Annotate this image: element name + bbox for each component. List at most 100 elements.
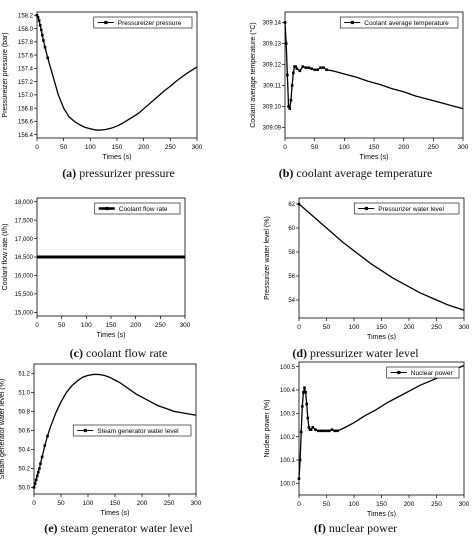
caption-d: (d) pressurizer water level xyxy=(292,346,419,360)
data-point xyxy=(34,478,38,482)
x-axis-label: Times (s) xyxy=(367,511,396,517)
x-tick-label: 150 xyxy=(376,501,387,508)
x-tick-label: 300 xyxy=(180,322,191,329)
x-tick-label: 50 xyxy=(323,501,331,508)
x-tick-label: 50 xyxy=(60,144,68,151)
data-point xyxy=(309,428,313,431)
caption-c: (c) coolant flow rate xyxy=(69,346,168,360)
chart-nuclear-power: 0 50 100 150 200 250 300 100.0 100.1 100.2 100.3 10… xyxy=(264,361,470,517)
x-tick-label: 100 xyxy=(349,501,360,508)
legend-box xyxy=(353,202,460,215)
x-tick-label: 200 xyxy=(137,500,148,507)
x-tick-label: 150 xyxy=(110,500,121,507)
x-axis-label: Times (s) xyxy=(103,154,132,161)
data-point xyxy=(305,402,308,406)
x-tick-label: 250 xyxy=(431,501,442,508)
data-point xyxy=(41,33,44,37)
plot-frame xyxy=(36,11,198,139)
data-point xyxy=(37,470,40,474)
data-point xyxy=(295,67,299,70)
x-tick-label: 0 xyxy=(35,144,39,151)
legend-label: Nuclear power xyxy=(411,370,454,377)
y-tick-label: 100.3 xyxy=(280,412,296,418)
x-tick-label: 300 xyxy=(458,144,469,151)
data-point xyxy=(301,405,304,408)
data-point xyxy=(46,434,49,438)
y-axis-label: Pressureizer pressure (bar) xyxy=(2,32,9,117)
data-point xyxy=(43,45,47,49)
x-tick-label: 200 xyxy=(404,324,415,331)
data-point xyxy=(46,56,49,60)
y-tick-label: 16,000 xyxy=(15,274,34,280)
y-tick-label: 60 xyxy=(288,226,295,232)
y-tick-label: 157.0 xyxy=(18,93,34,99)
x-tick-label: 50 xyxy=(57,500,65,507)
data-point xyxy=(304,66,308,69)
data-point xyxy=(313,68,316,72)
y-tick-label: 62 xyxy=(288,202,295,208)
y-tick-label: 15,500 xyxy=(15,292,34,298)
y-axis-label: Pressurizer water level (%) xyxy=(264,216,271,300)
series-line xyxy=(284,22,464,110)
y-tick-label: 51.0 xyxy=(18,391,30,397)
data-point xyxy=(298,69,302,73)
x-tick-label: 0 xyxy=(297,324,301,331)
y-tick-label: 18,000 xyxy=(15,200,34,206)
legend-label: Steam generator water level xyxy=(97,428,179,435)
x-tick-label: 300 xyxy=(191,500,202,507)
x-tick-label: 100 xyxy=(81,322,92,329)
y-tick-label: 58 xyxy=(288,250,295,256)
y-axis-label: Coolant flow rate (t/h) xyxy=(2,224,9,291)
data-point xyxy=(286,73,289,77)
y-tick-label: 17,500 xyxy=(15,218,34,224)
y-tick-label: 158.2 xyxy=(18,14,34,20)
x-tick-label: 250 xyxy=(165,144,176,151)
y-tick-label: 51.2 xyxy=(18,372,30,378)
x-tick-label: 0 xyxy=(32,500,36,507)
x-tick-label: 250 xyxy=(428,144,439,151)
y-tick-label: 100.1 xyxy=(280,458,296,464)
data-point xyxy=(297,202,301,206)
y-tick-label: 156.8 xyxy=(18,106,34,112)
data-point xyxy=(306,416,310,420)
legend-box xyxy=(72,424,192,437)
data-point xyxy=(283,21,287,24)
x-tick-label: 200 xyxy=(138,144,149,151)
series-line xyxy=(298,364,465,479)
data-point xyxy=(307,66,311,69)
data-point xyxy=(289,98,293,102)
data-point xyxy=(302,391,305,394)
data-point xyxy=(298,458,302,462)
x-axis-label: Times (s) xyxy=(360,154,389,161)
y-tick-label: 100.2 xyxy=(280,435,296,441)
x-tick-label: 50 xyxy=(58,322,66,329)
data-point xyxy=(290,84,294,87)
data-point xyxy=(287,105,290,108)
legend-box xyxy=(94,202,181,215)
caption-b: (b) coolant average temperature xyxy=(278,166,433,180)
x-axis-label: Times (s) xyxy=(367,334,396,340)
data-point xyxy=(311,426,315,429)
x-tick-label: 300 xyxy=(459,324,470,331)
data-point xyxy=(319,429,323,433)
plot-frame xyxy=(298,197,465,319)
data-point xyxy=(316,429,320,433)
y-tick-label: 100.4 xyxy=(280,388,296,394)
y-tick-label: 16,500 xyxy=(15,255,34,261)
y-tick-label: 309.13 xyxy=(263,42,282,48)
legend-marker xyxy=(104,20,108,25)
plot-frame xyxy=(284,11,464,139)
data-point xyxy=(39,28,43,32)
y-tick-label: 17,000 xyxy=(15,237,34,243)
legend-box xyxy=(339,16,459,29)
x-tick-label: 150 xyxy=(112,144,123,151)
x-tick-label: 250 xyxy=(164,500,175,507)
data-point xyxy=(325,68,328,72)
y-axis-label: Nuclear power (%) xyxy=(264,400,271,458)
x-tick-label: 150 xyxy=(376,324,387,331)
y-tick-label: 56 xyxy=(288,274,295,280)
plot-frame xyxy=(298,361,465,496)
data-point xyxy=(336,429,339,433)
y-tick-label: 157.8 xyxy=(18,40,34,46)
y-axis-label: Steam generator water level (%) xyxy=(0,379,6,479)
